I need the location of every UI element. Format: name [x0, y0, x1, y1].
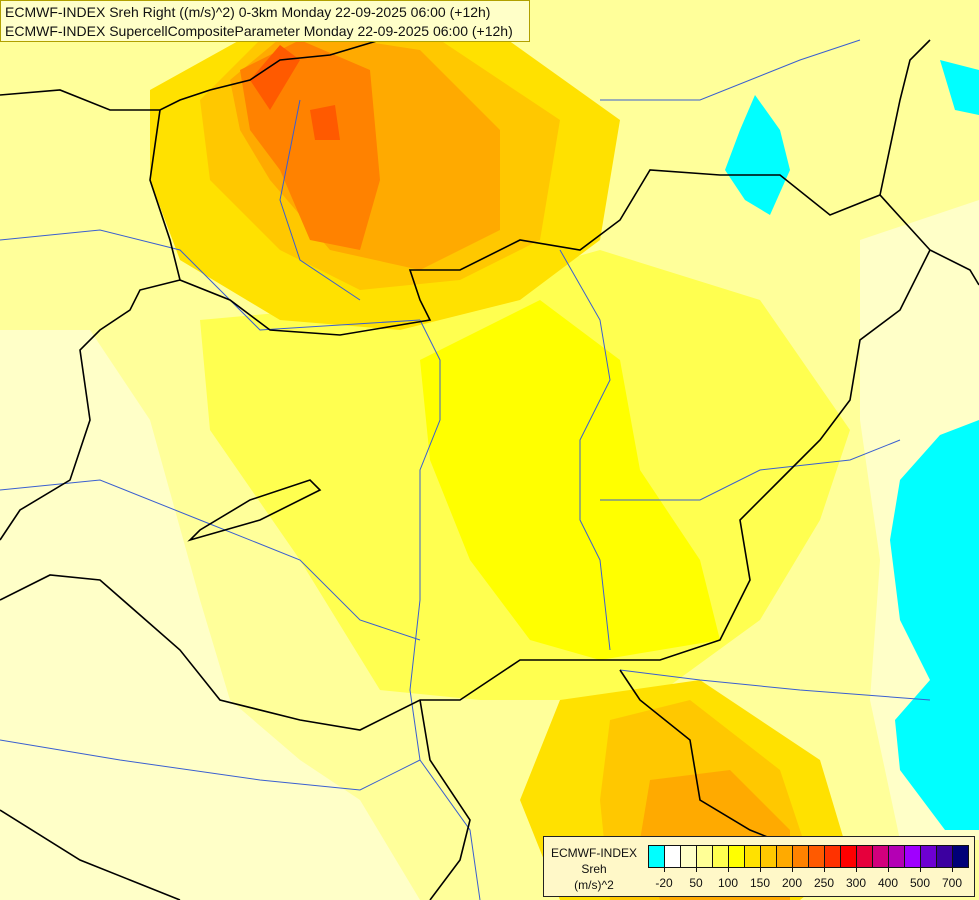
color-legend: ECMWF-INDEX Sreh (m/s)^2 -20 50 100 150 200 2… — [543, 836, 975, 897]
legend-swatch — [857, 846, 873, 867]
legend-tick-label: -20 — [655, 876, 673, 890]
legend-name-line-1: ECMWF-INDEX — [551, 846, 637, 860]
legend-tick — [856, 867, 857, 872]
legend-tick-label: 700 — [941, 876, 963, 890]
legend-swatch — [825, 846, 841, 867]
legend-tick — [952, 867, 953, 872]
legend-tick-label: 400 — [877, 876, 899, 890]
legend-name: ECMWF-INDEX Sreh (m/s)^2 — [546, 845, 642, 893]
field-red-north — [250, 45, 340, 140]
legend-swatch — [761, 846, 777, 867]
title-line-1: ECMWF-INDEX Sreh Right ((m/s)^2) 0-3km M… — [5, 4, 491, 20]
legend-swatch — [729, 846, 745, 867]
legend-swatch — [681, 846, 697, 867]
legend-swatch — [873, 846, 889, 867]
rivers — [0, 39, 931, 900]
legend-swatch — [937, 846, 953, 867]
legend-swatch — [905, 846, 921, 867]
legend-swatch — [809, 846, 825, 867]
field-negative-ne — [940, 60, 979, 115]
legend-swatches — [648, 845, 969, 868]
legend-tick-label: 100 — [717, 876, 739, 890]
legend-unit: (m/s)^2 — [574, 878, 614, 892]
legend-tick — [664, 867, 665, 872]
legend-tick-label: 250 — [813, 876, 835, 890]
map-title: ECMWF-INDEX Sreh Right ((m/s)^2) 0-3km M… — [0, 0, 530, 42]
legend-swatch — [793, 846, 809, 867]
legend-swatch — [841, 846, 857, 867]
legend-tick — [920, 867, 921, 872]
legend-swatch — [921, 846, 937, 867]
legend-tick-label: 150 — [749, 876, 771, 890]
field-yellow-core — [420, 300, 720, 660]
legend-swatch — [697, 846, 713, 867]
legend-tick — [728, 867, 729, 872]
legend-tick-label: 500 — [909, 876, 931, 890]
legend-tick-label: 300 — [845, 876, 867, 890]
legend-swatch — [777, 846, 793, 867]
legend-ticks: -20 50 100 150 200 250 300 400 500 700 — [648, 867, 970, 897]
legend-name-line-2: Sreh — [581, 862, 607, 876]
legend-swatch — [889, 846, 905, 867]
legend-swatch — [665, 846, 681, 867]
legend-swatch — [953, 846, 968, 867]
legend-tick — [824, 867, 825, 872]
legend-swatch — [713, 846, 729, 867]
legend-tick — [696, 867, 697, 872]
legend-tick-label: 50 — [689, 876, 703, 890]
title-line-2: ECMWF-INDEX SupercellCompositeParameter … — [5, 23, 513, 39]
legend-tick-label: 200 — [781, 876, 803, 890]
legend-tick — [792, 867, 793, 872]
legend-tick — [760, 867, 761, 872]
field-negative-east — [890, 420, 979, 830]
legend-tick — [888, 867, 889, 872]
legend-swatch — [649, 846, 665, 867]
field-negative-north — [725, 95, 790, 215]
legend-swatch — [745, 846, 761, 867]
